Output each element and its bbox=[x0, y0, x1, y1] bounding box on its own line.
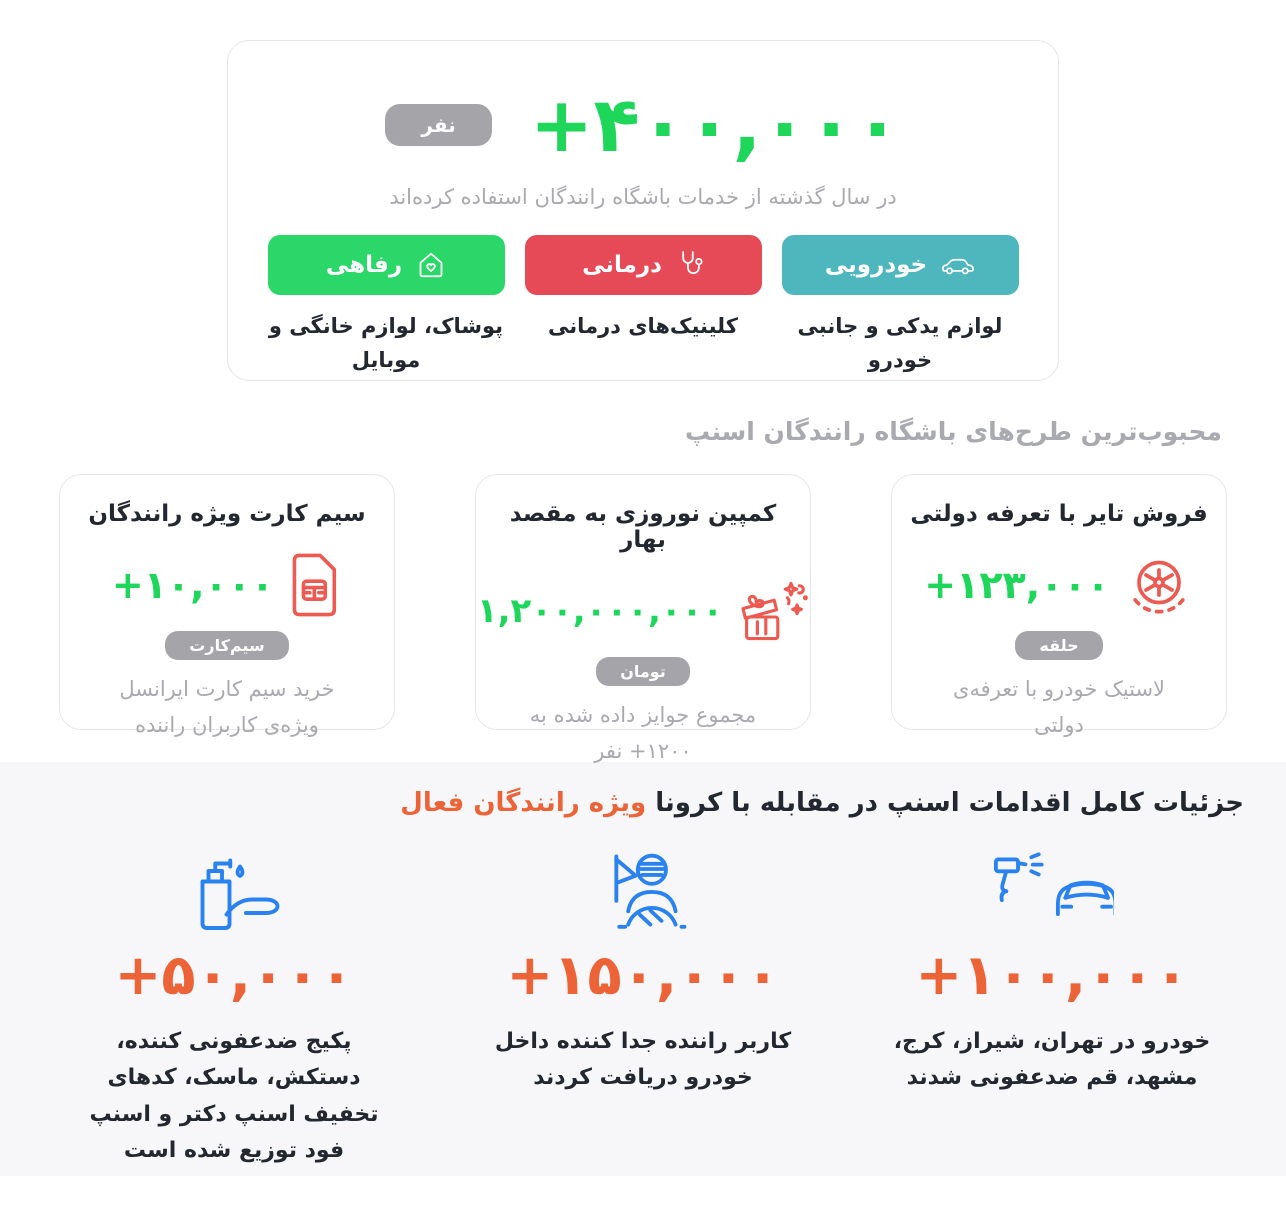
unit-badge: حلقه bbox=[1015, 631, 1103, 660]
plan-number: ۱,۲۰۰,۰۰۰,۰۰۰ bbox=[476, 591, 724, 631]
category-medical: درمانی کلینیک‌های درمانی bbox=[524, 235, 762, 377]
plan-card-tire: فروش تایر با تعرفه دولتی +۱۲۳,۰۰۰ حلقه ل… bbox=[891, 474, 1227, 737]
driver-divider-icon bbox=[459, 846, 827, 932]
plan-description: مجموع جوایز داده شده به ۱۲۰۰+ نفر bbox=[529, 703, 757, 763]
car-disinfection-icon bbox=[868, 846, 1236, 932]
plan-card-sim: سیم کارت ویژه رانندگان +۱۰,۰۰۰ سیم‌کارت … bbox=[59, 474, 395, 737]
hero-card: نفر +۴۰۰,۰۰۰ در سال گذشته از خدمات باشگا… bbox=[227, 40, 1059, 381]
unit-badge: تومان bbox=[596, 657, 690, 686]
plan-title: فروش تایر با تعرفه دولتی bbox=[910, 501, 1208, 527]
plan-number: +۱۲۳,۰۰۰ bbox=[924, 563, 1110, 607]
sim-card-icon bbox=[288, 550, 342, 620]
stat-number: +۵۰,۰۰۰ bbox=[114, 943, 354, 1008]
plan-main-row: +۱۰,۰۰۰ bbox=[74, 549, 380, 621]
category-caption: کلینیک‌های درمانی bbox=[548, 314, 738, 338]
corona-heading-main: جزئیات کامل اقدامات اسنپ در مقابله با کر… bbox=[655, 788, 1244, 818]
category-button-welfare[interactable]: رفاهی bbox=[267, 235, 505, 295]
sanitizer-hand-icon bbox=[50, 846, 418, 932]
stat-caption: پکیج ضدعفونی کننده، دستکش، ماسک، کدهای ت… bbox=[89, 1029, 379, 1163]
hero-subtitle: در سال گذشته از خدمات باشگاه رانندگان اس… bbox=[389, 185, 897, 209]
category-caption: لوازم یدکی و جانبی خودرو bbox=[797, 314, 1003, 372]
category-label: خودرویی bbox=[824, 252, 928, 278]
corona-stats-row: +۱۰۰,۰۰۰ خودرو در تهران، شیراز، کرج، مشه… bbox=[42, 846, 1244, 1169]
plan-description: لاستیک خودرو با تعرفه‌ی دولتی bbox=[952, 677, 1166, 737]
gift-icon bbox=[737, 578, 809, 644]
category-row: خودرویی لوازم یدکی و جانبی خودرو درمانی … bbox=[228, 235, 1058, 377]
stat-driver-divider: +۱۵۰,۰۰۰ کاربر راننده جدا کننده داخل خود… bbox=[459, 846, 827, 1169]
corona-section-heading: جزئیات کامل اقدامات اسنپ در مقابله با کر… bbox=[42, 788, 1244, 818]
plan-description: خرید سیم کارت ایرانسل ویژه‌ی کاربران ران… bbox=[119, 677, 335, 737]
plans-row: فروش تایر با تعرفه دولتی +۱۲۳,۰۰۰ حلقه ل… bbox=[0, 474, 1286, 763]
car-icon bbox=[941, 253, 975, 277]
plan-title: سیم کارت ویژه رانندگان bbox=[88, 501, 366, 527]
plan-main-row: ۱,۲۰۰,۰۰۰,۰۰۰ bbox=[477, 575, 809, 647]
plans-section-heading: محبوب‌ترین طرح‌های باشگاه رانندگان اسنپ bbox=[684, 417, 1222, 446]
stat-number: +۱۰۰,۰۰۰ bbox=[915, 943, 1189, 1008]
unit-badge: سیم‌کارت bbox=[165, 631, 289, 660]
house-heart-icon bbox=[416, 250, 446, 280]
plan-number: +۱۰,۰۰۰ bbox=[111, 563, 275, 607]
category-caption: پوشاک، لوازم خانگی و موبایل bbox=[268, 314, 504, 372]
stat-caption: خودرو در تهران، شیراز، کرج، مشهد، قم ضدع… bbox=[893, 1029, 1211, 1091]
corona-heading-highlight: ویژه رانندگان فعال bbox=[400, 788, 647, 818]
category-label: رفاهی bbox=[325, 252, 403, 278]
plan-main-row: +۱۲۳,۰۰۰ bbox=[906, 549, 1212, 621]
category-button-medical[interactable]: درمانی bbox=[524, 235, 762, 295]
hero-top-row: نفر +۴۰۰,۰۰۰ bbox=[228, 79, 1058, 171]
category-welfare: رفاهی پوشاک، لوازم خانگی و موبایل bbox=[267, 235, 505, 377]
category-automotive: خودرویی لوازم یدکی و جانبی خودرو bbox=[781, 235, 1019, 377]
stat-sanitizer-packages: +۵۰,۰۰۰ پکیج ضدعفونی کننده، دستکش، ماسک،… bbox=[50, 846, 418, 1169]
stat-caption: کاربر راننده جدا کننده داخل خودرو دریافت… bbox=[494, 1029, 792, 1091]
unit-badge: نفر bbox=[385, 104, 492, 146]
stethoscope-icon bbox=[676, 250, 704, 280]
stat-disinfected-cars: +۱۰۰,۰۰۰ خودرو در تهران، شیراز، کرج، مشه… bbox=[868, 846, 1236, 1169]
tire-icon bbox=[1124, 550, 1194, 620]
category-label: درمانی bbox=[582, 252, 662, 278]
corona-section: جزئیات کامل اقدامات اسنپ در مقابله با کر… bbox=[0, 762, 1286, 1176]
plan-card-nowruz: کمپین نوروزی به مقصد بهار ۱,۲۰۰,۰۰۰,۰۰۰ … bbox=[475, 474, 811, 763]
plan-title: کمپین نوروزی به مقصد بهار bbox=[509, 501, 777, 553]
people-count: +۴۰۰,۰۰۰ bbox=[529, 80, 901, 169]
stat-number: +۱۵۰,۰۰۰ bbox=[506, 943, 780, 1008]
category-button-automotive[interactable]: خودرویی bbox=[781, 235, 1019, 295]
